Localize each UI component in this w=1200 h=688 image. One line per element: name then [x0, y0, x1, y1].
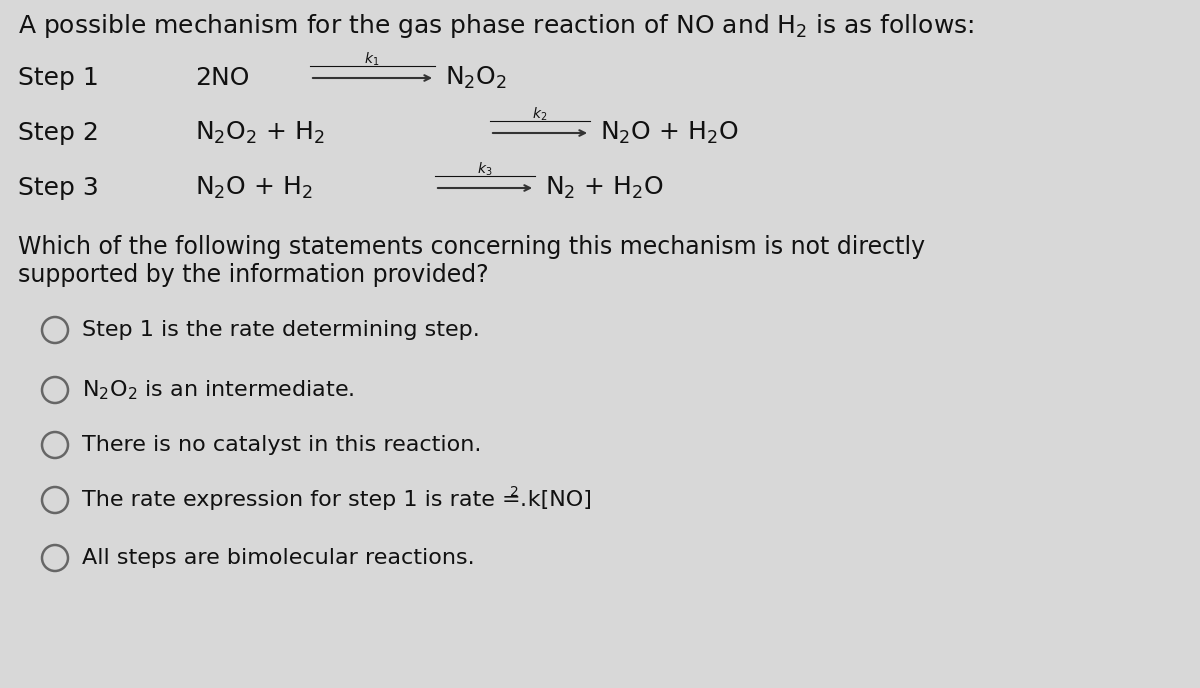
Text: Step 1: Step 1 — [18, 66, 98, 90]
Text: A possible mechanism for the gas phase reaction of NO and H$_2$ is as follows:: A possible mechanism for the gas phase r… — [18, 12, 974, 40]
Text: The rate expression for step 1 is rate = k[NO]: The rate expression for step 1 is rate =… — [82, 490, 592, 510]
Text: $k_2$: $k_2$ — [533, 105, 547, 123]
Text: 2NO: 2NO — [194, 66, 250, 90]
Text: 2: 2 — [510, 485, 518, 499]
Text: N$_2$O + H$_2$: N$_2$O + H$_2$ — [194, 175, 313, 201]
Text: Which of the following statements concerning this mechanism is not directly: Which of the following statements concer… — [18, 235, 925, 259]
Text: .: . — [520, 490, 527, 510]
Text: Step 3: Step 3 — [18, 176, 98, 200]
Text: N$_2$O$_2$ is an intermediate.: N$_2$O$_2$ is an intermediate. — [82, 378, 354, 402]
Text: $k_1$: $k_1$ — [365, 51, 379, 68]
Text: $k_3$: $k_3$ — [478, 160, 493, 178]
Text: N$_2$O$_2$ + H$_2$: N$_2$O$_2$ + H$_2$ — [194, 120, 325, 146]
Text: There is no catalyst in this reaction.: There is no catalyst in this reaction. — [82, 435, 481, 455]
Text: supported by the information provided?: supported by the information provided? — [18, 263, 488, 287]
Text: Step 1 is the rate determining step.: Step 1 is the rate determining step. — [82, 320, 480, 340]
Text: N$_2$ + H$_2$O: N$_2$ + H$_2$O — [545, 175, 664, 201]
Text: All steps are bimolecular reactions.: All steps are bimolecular reactions. — [82, 548, 475, 568]
Text: N$_2$O$_2$: N$_2$O$_2$ — [445, 65, 508, 91]
Text: Step 2: Step 2 — [18, 121, 98, 145]
Text: N$_2$O + H$_2$O: N$_2$O + H$_2$O — [600, 120, 738, 146]
